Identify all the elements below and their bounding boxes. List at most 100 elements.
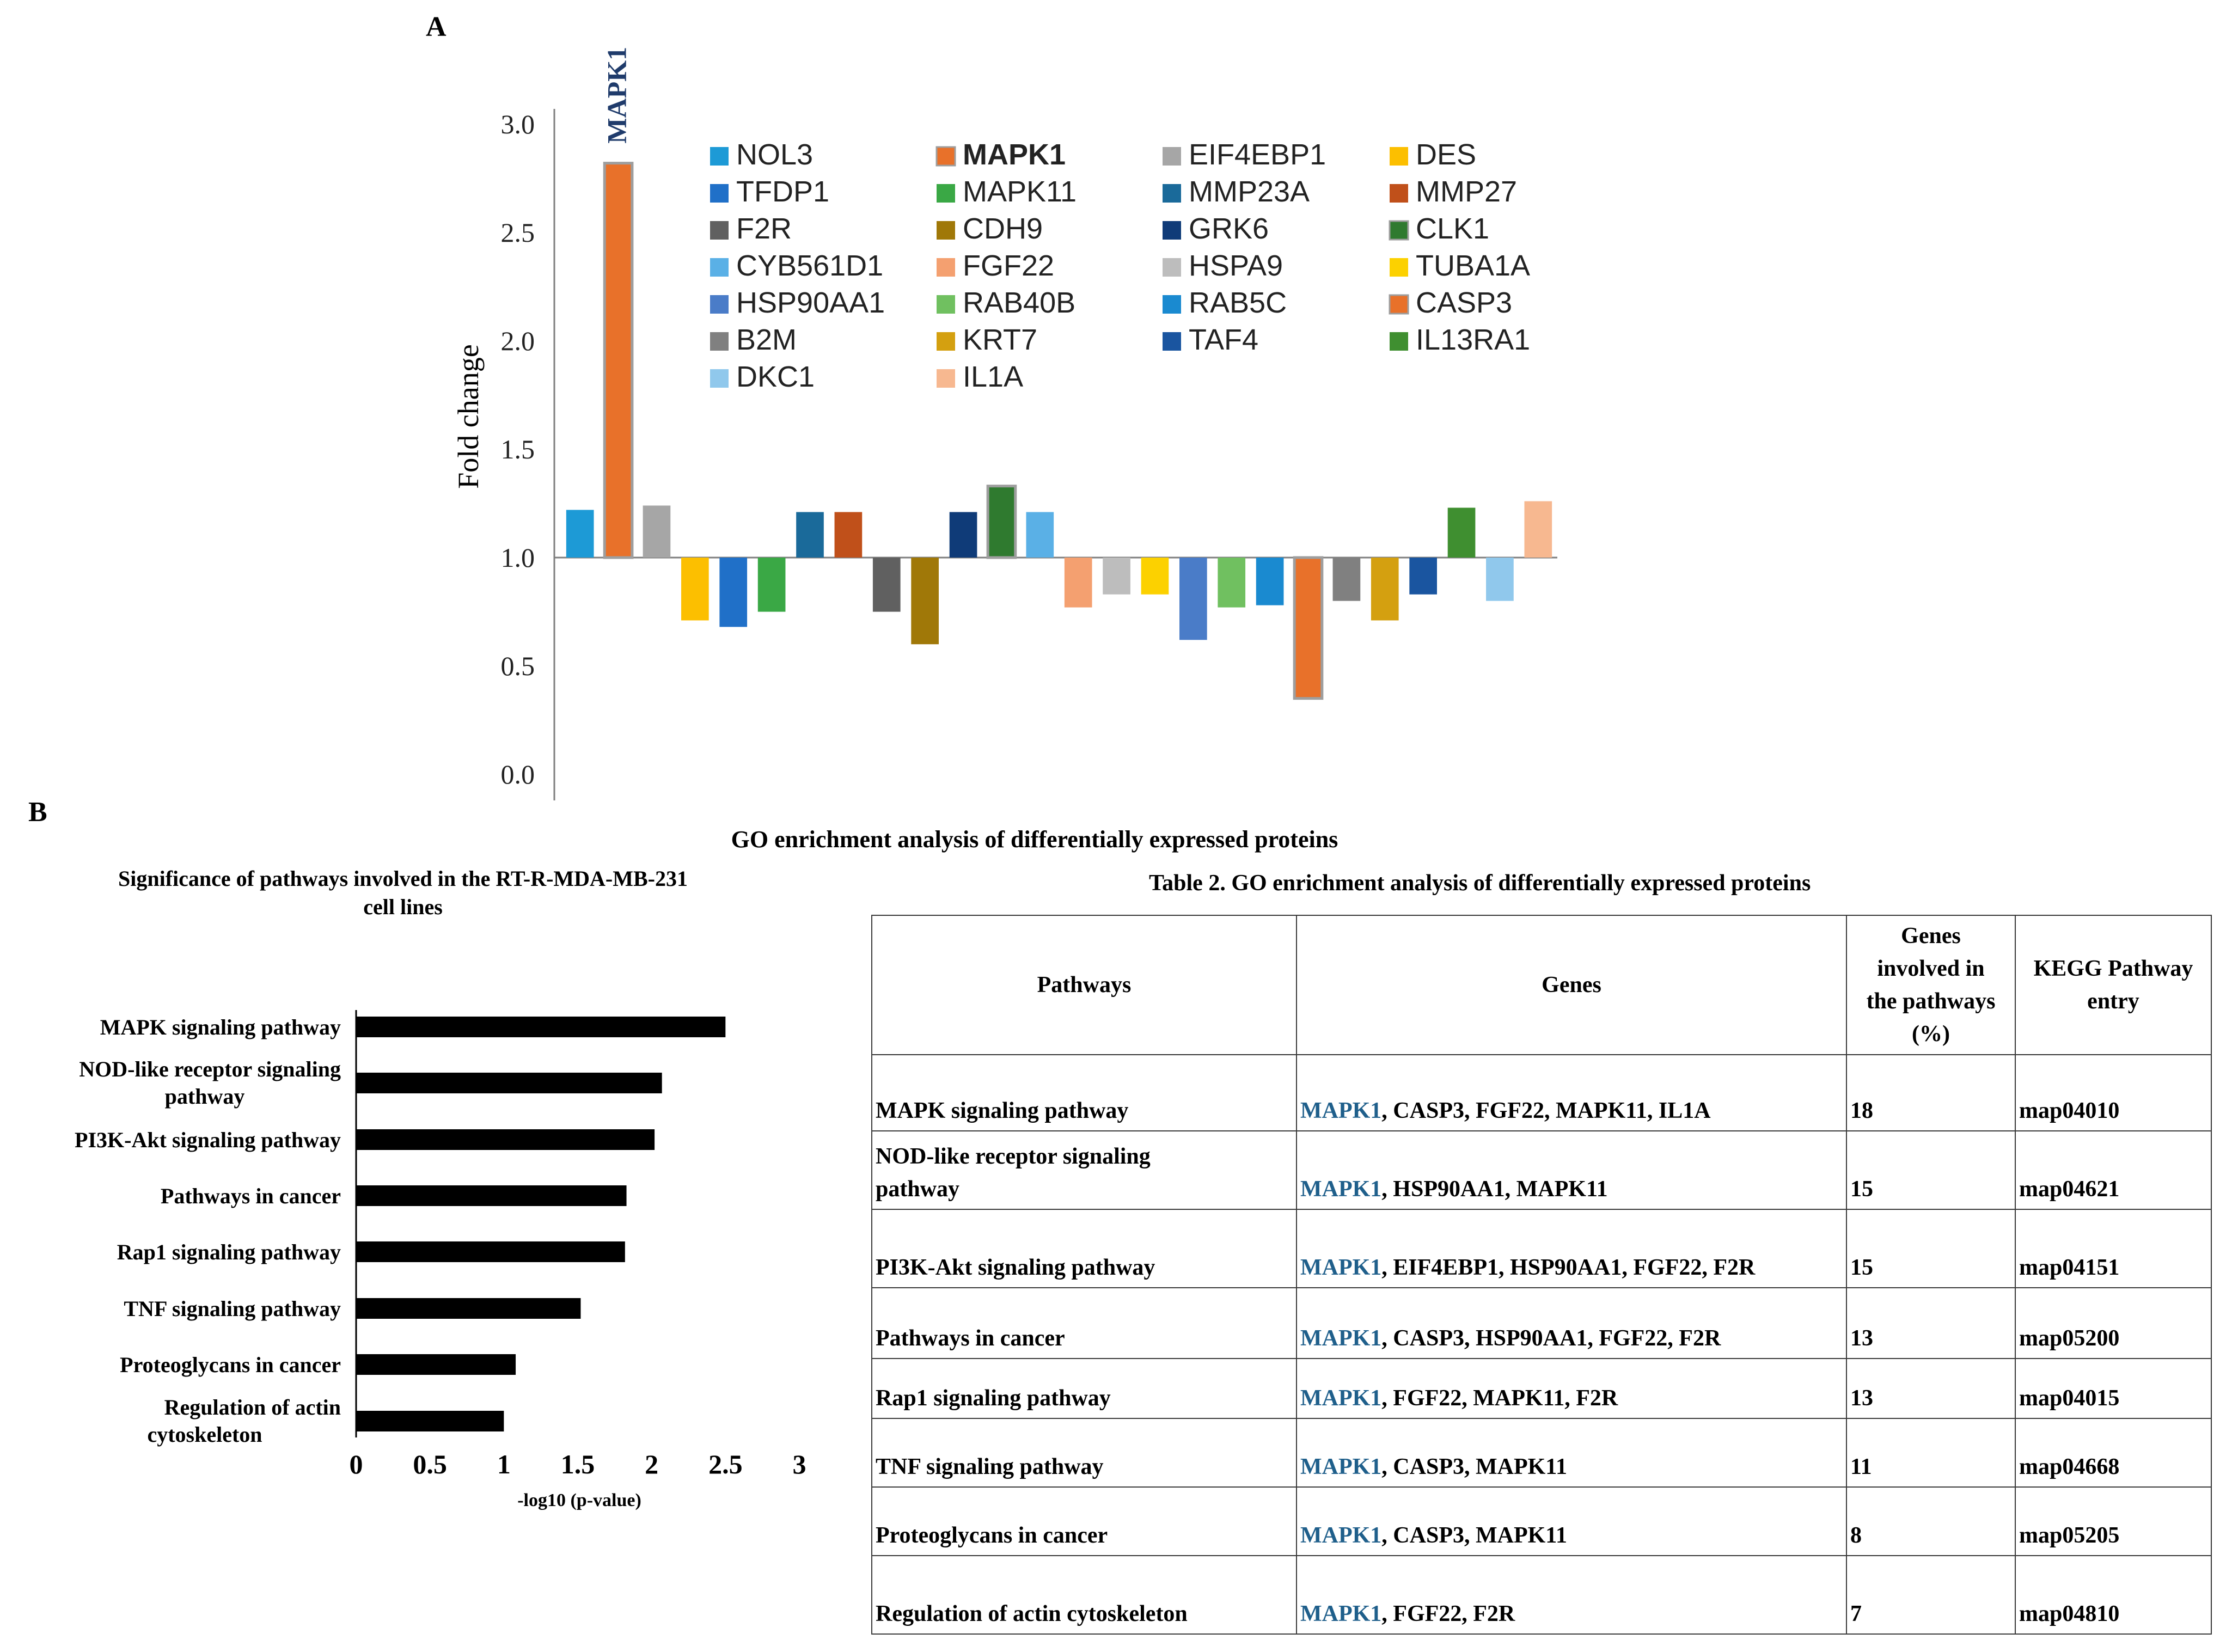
pathway-cell: Proteoglycans in cancer (871, 1486, 1297, 1556)
genes-cell: MAPK1, FGF22, MAPK11, F2R (1296, 1358, 1847, 1419)
legend-swatch (937, 221, 955, 240)
pathway-bar (356, 1073, 662, 1093)
header-percent-line: involved in (1877, 956, 1985, 981)
pathway-category-label: cytoskeleton (147, 1422, 262, 1447)
bar-il13ra1 (1447, 507, 1476, 558)
kegg-cell: map05205 (2015, 1486, 2212, 1556)
highlight-gene: MAPK1 (1300, 1177, 1382, 1202)
header-genes: Genes (1296, 915, 1847, 1055)
pathway-category-label: TNF signaling pathway (124, 1296, 341, 1321)
legend-label: RAB5C (1189, 286, 1287, 319)
pathway-category-label: Regulation of actin (164, 1395, 341, 1420)
pathway-text: TNF signaling pathway (876, 1454, 1104, 1479)
bar-mapk11 (757, 558, 786, 612)
legend-swatch (1390, 184, 1408, 203)
panel-b-label: B (28, 797, 47, 828)
y-tick-label: 1.0 (501, 542, 535, 573)
legend-label: TUBA1A (1416, 249, 1530, 282)
legend-label: DES (1416, 138, 1476, 171)
legend-swatch (1163, 184, 1181, 203)
table-caption: Table 2. GO enrichment analysis of diffe… (1149, 871, 1811, 896)
table-row: Pathways in cancer MAPK1, CASP3, HSP90AA… (871, 1287, 2212, 1359)
genes-cell: MAPK1, CASP3, MAPK11 (1296, 1418, 1847, 1488)
bar-rab5c (1256, 558, 1284, 605)
bar-krt7 (1371, 558, 1399, 621)
pathway-text: Pathways in cancer (876, 1326, 1065, 1351)
bar-rab40b (1218, 558, 1246, 608)
legend-swatch (1389, 294, 1409, 315)
header-kegg: KEGG Pathway entry (2015, 915, 2212, 1055)
legend-swatch (710, 295, 729, 314)
genes-text: , CASP3, FGF22, MAPK11, IL1A (1381, 1098, 1711, 1123)
legend-swatch (710, 221, 729, 240)
legend-label: CLK1 (1416, 212, 1489, 245)
y-tick-label: 0.0 (501, 759, 535, 790)
pathway-category-label: NOD-like receptor signaling (79, 1057, 341, 1081)
pathway-bar (356, 1185, 627, 1206)
genes-cell: MAPK1, CASP3, FGF22, MAPK11, IL1A (1296, 1054, 1847, 1131)
legend-label: KRT7 (963, 323, 1037, 356)
highlight-gene: MAPK1 (1300, 1326, 1382, 1351)
highlight-gene: MAPK1 (1300, 1523, 1382, 1548)
legend-label: MAPK11 (963, 175, 1077, 208)
pathway-text: NOD-like receptor signaling (876, 1144, 1151, 1169)
percent-cell: 18 (1846, 1054, 2016, 1131)
x-tick-label: 0 (350, 1449, 363, 1479)
genes-cell: MAPK1, CASP3, MAPK11 (1296, 1486, 1847, 1556)
bar-hsp90aa1 (1179, 558, 1207, 640)
bar-clk1 (986, 485, 1017, 559)
bar-tuba1a (1141, 558, 1169, 595)
legend-label: IL13RA1 (1416, 323, 1530, 356)
legend-label: NOL3 (736, 138, 813, 171)
bar-casp3 (1293, 556, 1324, 700)
kegg-cell: map04810 (2015, 1555, 2212, 1635)
bar-mmp27 (834, 512, 863, 558)
y-tick-label: 1.5 (501, 434, 535, 464)
pathway-cell: PI3K-Akt signaling pathway (871, 1209, 1297, 1288)
legend-swatch (710, 332, 729, 351)
x-tick-label: 1.5 (561, 1449, 595, 1479)
legend-label: MMP27 (1416, 175, 1517, 208)
legend-swatch (937, 258, 955, 277)
percent-cell: 8 (1846, 1486, 2016, 1556)
legend-swatch (1163, 147, 1181, 166)
legend-label: MMP23A (1189, 175, 1310, 208)
pathway-cell: Regulation of actin cytoskeleton (871, 1555, 1297, 1635)
x-tick-label: 3 (793, 1449, 806, 1479)
bar-il1a (1524, 501, 1552, 558)
pathway-text: Rap1 signaling pathway (876, 1386, 1111, 1411)
legend-label: HSPA9 (1189, 249, 1283, 282)
highlight-gene: MAPK1 (1300, 1255, 1382, 1280)
percent-cell: 7 (1846, 1555, 2016, 1635)
y-tick-label: 2.5 (501, 217, 535, 248)
pathway-category-label: PI3K-Akt signaling pathway (75, 1128, 341, 1152)
bar-dkc1 (1486, 558, 1514, 601)
highlight-gene: MAPK1 (1300, 1098, 1382, 1123)
x-axis-label: -log10 (p-value) (517, 1490, 641, 1510)
bar-taf4 (1409, 558, 1437, 595)
percent-cell: 13 (1846, 1287, 2016, 1359)
pathway-category-label: Pathways in cancer (161, 1184, 341, 1208)
legend-label: F2R (736, 212, 792, 245)
legend-swatch (1163, 258, 1181, 277)
table-row: TNF signaling pathway MAPK1, CASP3, MAPK… (871, 1418, 2212, 1488)
pathway-chart-title-line2: cell lines (363, 895, 443, 919)
bar-b2m (1332, 558, 1361, 601)
kegg-cell: map04668 (2015, 1418, 2212, 1488)
percent-cell: 15 (1846, 1130, 2016, 1210)
bar-hspa9 (1103, 558, 1130, 595)
y-axis-label: Fold change (452, 344, 485, 488)
genes-cell: MAPK1, FGF22, F2R (1296, 1555, 1847, 1635)
kegg-cell: map05200 (2015, 1287, 2212, 1359)
legend-swatch (937, 184, 955, 203)
go-enrichment-table: Pathways Genes Genes involved in the pat… (871, 915, 2212, 1635)
kegg-cell: map04621 (2015, 1130, 2212, 1210)
pathway-text: PI3K-Akt signaling pathway (876, 1255, 1155, 1280)
pathway-text: Proteoglycans in cancer (876, 1523, 1108, 1548)
legend-swatch (1389, 220, 1409, 241)
bar-cdh9 (911, 558, 939, 645)
table-row: NOD-like receptor signaling pathway MAPK1… (871, 1130, 2212, 1210)
legend-label: EIF4EBP1 (1189, 138, 1326, 171)
pathway-cell: MAPK signaling pathway (871, 1054, 1297, 1131)
legend-swatch (1390, 258, 1408, 277)
